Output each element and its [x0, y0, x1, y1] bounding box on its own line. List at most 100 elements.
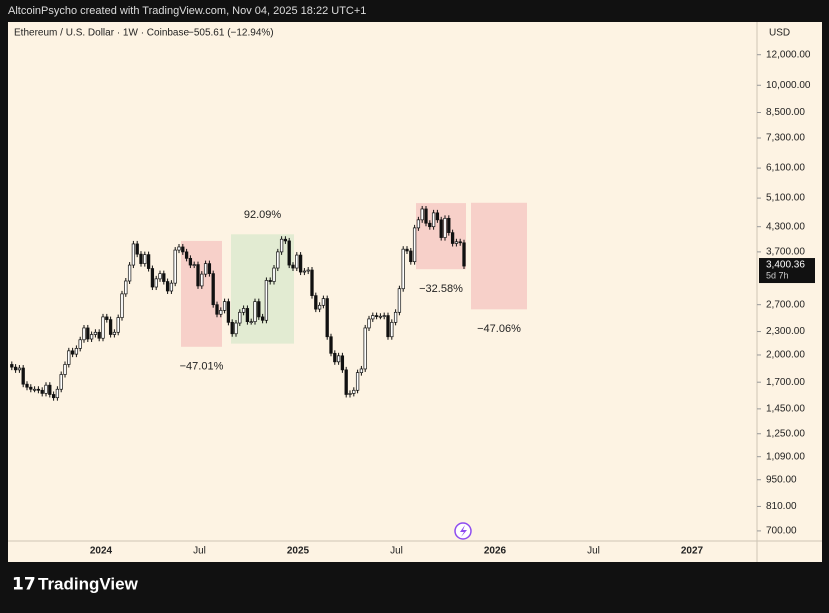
candle — [435, 212, 440, 221]
chart-area — [8, 22, 822, 562]
candle — [314, 295, 318, 310]
candle — [78, 339, 82, 349]
candle — [36, 388, 41, 391]
candle — [154, 278, 158, 288]
candle — [329, 336, 333, 354]
candle — [333, 352, 337, 363]
y-tick-label: 950.00 — [766, 474, 797, 485]
candle — [352, 389, 356, 394]
candle — [70, 350, 75, 355]
y-tick-label: 7,300.00 — [766, 133, 805, 144]
last-price-box — [759, 258, 815, 284]
y-tick-label: 6,100.00 — [766, 163, 805, 174]
candle — [401, 248, 405, 290]
candle — [48, 384, 52, 395]
candle — [382, 315, 386, 317]
candle — [386, 315, 390, 338]
logo-mark: 𝟭𝟳 — [12, 574, 36, 593]
candle — [86, 327, 90, 340]
candle — [443, 217, 447, 238]
candle — [120, 293, 124, 318]
range-label: −32.58% — [419, 283, 463, 295]
candle — [340, 355, 345, 371]
candle — [359, 368, 364, 373]
x-tick-label: Jul — [193, 546, 206, 557]
candle — [211, 273, 215, 306]
candle — [298, 254, 303, 273]
candle — [241, 308, 246, 313]
candle — [165, 281, 170, 292]
y-tick-label: 2,700.00 — [766, 299, 805, 310]
candle — [454, 241, 459, 244]
x-tick-label: Jul — [587, 546, 600, 557]
candle — [146, 254, 151, 269]
candle — [59, 374, 63, 390]
candle — [450, 232, 455, 244]
candle — [203, 263, 208, 275]
range-label: −47.01% — [180, 361, 224, 373]
candle — [139, 253, 143, 264]
candle — [150, 268, 155, 288]
candle — [234, 322, 238, 335]
footer — [0, 562, 829, 608]
candle — [124, 280, 128, 295]
x-tick-label: 2025 — [287, 546, 310, 557]
candle — [230, 321, 234, 335]
candle — [279, 238, 284, 253]
x-tick-label: 2026 — [484, 546, 507, 557]
candle — [249, 321, 253, 323]
range-box — [231, 234, 294, 344]
candle — [431, 212, 436, 228]
y-tick-label: 1,450.00 — [766, 404, 805, 415]
candle — [306, 269, 310, 272]
candle — [97, 331, 101, 339]
candle — [55, 388, 60, 399]
candle — [188, 257, 193, 266]
y-tick-label: 2,000.00 — [766, 350, 805, 361]
candle — [131, 243, 136, 266]
candle — [192, 264, 196, 266]
y-tick-label: 3,700.00 — [766, 247, 805, 258]
candle — [253, 301, 257, 322]
candle — [101, 316, 105, 339]
change: −505.61 (−12.94%) — [188, 28, 274, 39]
candle — [63, 364, 67, 375]
candle — [82, 327, 86, 341]
candle — [321, 298, 326, 306]
candle — [336, 355, 341, 363]
candle — [378, 315, 383, 318]
candle — [226, 301, 231, 323]
candle — [302, 270, 307, 273]
last-price-label: 3,400.36 — [766, 260, 805, 271]
candle — [219, 310, 223, 315]
brand: TradingView — [38, 574, 139, 593]
chart-title: Ethereum / U.S. Dollar · 1W · Coinbase — [14, 28, 189, 39]
y-tick-label: 10,000.00 — [766, 80, 811, 91]
candle — [405, 248, 409, 252]
candle — [268, 280, 272, 282]
price-unit: USD — [769, 28, 790, 39]
candle — [112, 331, 117, 335]
y-tick-label: 1,700.00 — [766, 377, 805, 388]
candle — [10, 364, 14, 368]
candle — [344, 369, 348, 395]
candle — [135, 243, 139, 255]
candle — [32, 388, 37, 391]
candle — [428, 222, 432, 228]
candle — [21, 367, 25, 385]
candle — [374, 315, 379, 317]
candle — [25, 383, 29, 388]
range-label: 92.09% — [244, 209, 282, 221]
y-tick-label: 1,090.00 — [766, 451, 805, 462]
candle — [393, 311, 398, 323]
candle — [291, 264, 295, 269]
candle — [200, 273, 204, 287]
candle — [260, 316, 265, 321]
candle — [89, 334, 94, 340]
candle — [143, 254, 147, 264]
x-tick-label: 2024 — [90, 546, 113, 557]
candle — [287, 240, 291, 266]
candle — [116, 317, 120, 333]
candle — [257, 301, 261, 318]
